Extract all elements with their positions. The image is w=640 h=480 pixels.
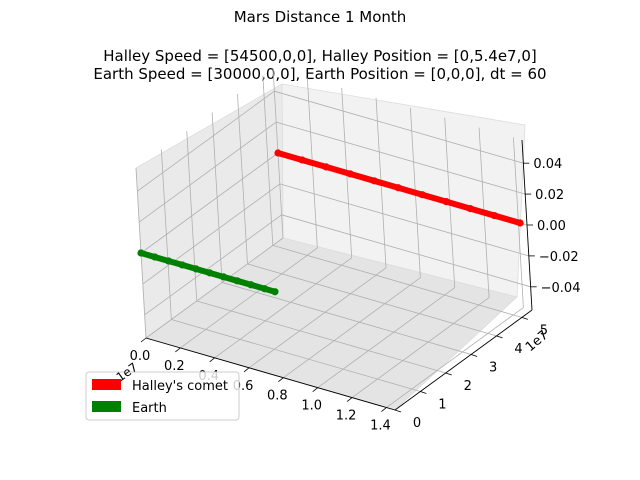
data-point-1: [219, 273, 228, 281]
x-tick-label: 1.2: [336, 409, 357, 424]
y-grid-floor: [247, 263, 497, 337]
data-point-0: [516, 219, 524, 227]
y-tick-label: 1: [438, 397, 446, 412]
x-tick: [278, 377, 284, 383]
y-axis-line: [394, 309, 533, 411]
z-grid-back: [281, 214, 531, 288]
z-tick-label: 0.04: [533, 157, 562, 172]
y-grid-floor: [196, 300, 446, 374]
data-point-0: [298, 156, 306, 164]
y-tick-label: 2: [464, 379, 472, 394]
data-point-0: [370, 177, 378, 185]
z-grid-back: [276, 121, 526, 195]
legend-swatch-halley: [92, 379, 121, 390]
x-tick-label: 0.8: [267, 389, 288, 404]
x-tick-label: 0.2: [164, 359, 185, 374]
data-point-1: [206, 269, 214, 277]
x-tick: [209, 357, 215, 363]
data-point-0: [322, 163, 330, 171]
data-point-1: [233, 277, 241, 285]
y-tick: [521, 317, 528, 320]
z-grid-left: [138, 121, 277, 223]
data-point-0: [346, 170, 354, 178]
legend: Halley's comet Earth: [85, 371, 240, 421]
y-tick: [470, 354, 478, 357]
legend-frame: [85, 371, 240, 421]
y-tick-label: 5: [540, 323, 548, 338]
data-point-1: [178, 261, 186, 269]
y-tick-label: 3: [489, 360, 497, 375]
z-axis-line: [521, 139, 533, 311]
y-tick-label: 4: [514, 342, 522, 357]
x-tick-label: 1.0: [301, 399, 322, 414]
legend-label-earth: Earth: [132, 401, 167, 416]
axis-lines: [140, 139, 537, 413]
y-grid-floor: [222, 282, 472, 355]
data-point-0: [394, 184, 402, 192]
y-tick: [496, 335, 503, 339]
data-marks: [137, 149, 524, 296]
z-grid-back: [279, 183, 529, 257]
x-tick: [346, 397, 353, 402]
data-point-1: [151, 253, 159, 261]
x-grid-floor: [248, 267, 387, 369]
x-grid-floor: [180, 247, 318, 349]
legend-swatch-earth: [92, 401, 121, 412]
chart-subtitle-halley: Halley Speed = [54500,0,0], Halley Posit…: [103, 47, 537, 65]
z-grid-left: [137, 90, 275, 192]
data-point-0: [274, 149, 282, 157]
x-grid-floor: [283, 277, 421, 379]
chart-title: Mars Distance 1 Month: [233, 8, 407, 26]
x-tick: [243, 367, 250, 373]
z-tick-label: 0.00: [537, 219, 566, 234]
y-tick-label: 0: [413, 416, 421, 431]
x-grid-floor: [351, 297, 490, 398]
z-grid-back: [274, 90, 524, 164]
x-grid-floor: [145, 237, 284, 339]
z-tick-label: 0.02: [535, 188, 564, 203]
data-point-1: [192, 265, 200, 273]
y-tick: [445, 372, 452, 376]
data-point-0: [442, 198, 450, 206]
z-tick-label: −0.04: [541, 281, 581, 296]
x-axis-line: [145, 337, 396, 411]
y-tick: [420, 391, 427, 394]
x-tick: [175, 347, 181, 353]
data-point-0: [418, 191, 426, 199]
x-grid-floor: [386, 307, 524, 408]
x-tick-label: 1.4: [370, 419, 391, 434]
y-tick: [394, 409, 402, 413]
z-tick-label: −0.02: [539, 250, 579, 265]
z-grid-left: [144, 214, 282, 316]
z-grid-left: [142, 183, 281, 285]
x-tick: [312, 387, 318, 392]
x-tick: [381, 407, 387, 412]
x-grid-floor: [317, 287, 455, 388]
x-tick-label: 0.0: [130, 349, 151, 364]
x-grid-floor: [214, 257, 352, 359]
y-grid-floor: [171, 319, 421, 392]
data-point-1: [164, 257, 173, 265]
data-point-1: [137, 249, 145, 257]
y-grid-floor: [272, 245, 522, 318]
data-point-1: [271, 288, 279, 296]
data-point-1: [261, 285, 269, 293]
x-tick: [140, 337, 147, 343]
legend-label-halley: Halley's comet: [132, 379, 228, 394]
data-point-0: [490, 211, 498, 220]
z-grid-left: [140, 152, 279, 254]
data-point-0: [466, 205, 474, 213]
data-point-1: [247, 281, 255, 289]
chart-subtitle-earth: Earth Speed = [30000,0,0], Earth Positio…: [93, 65, 547, 83]
